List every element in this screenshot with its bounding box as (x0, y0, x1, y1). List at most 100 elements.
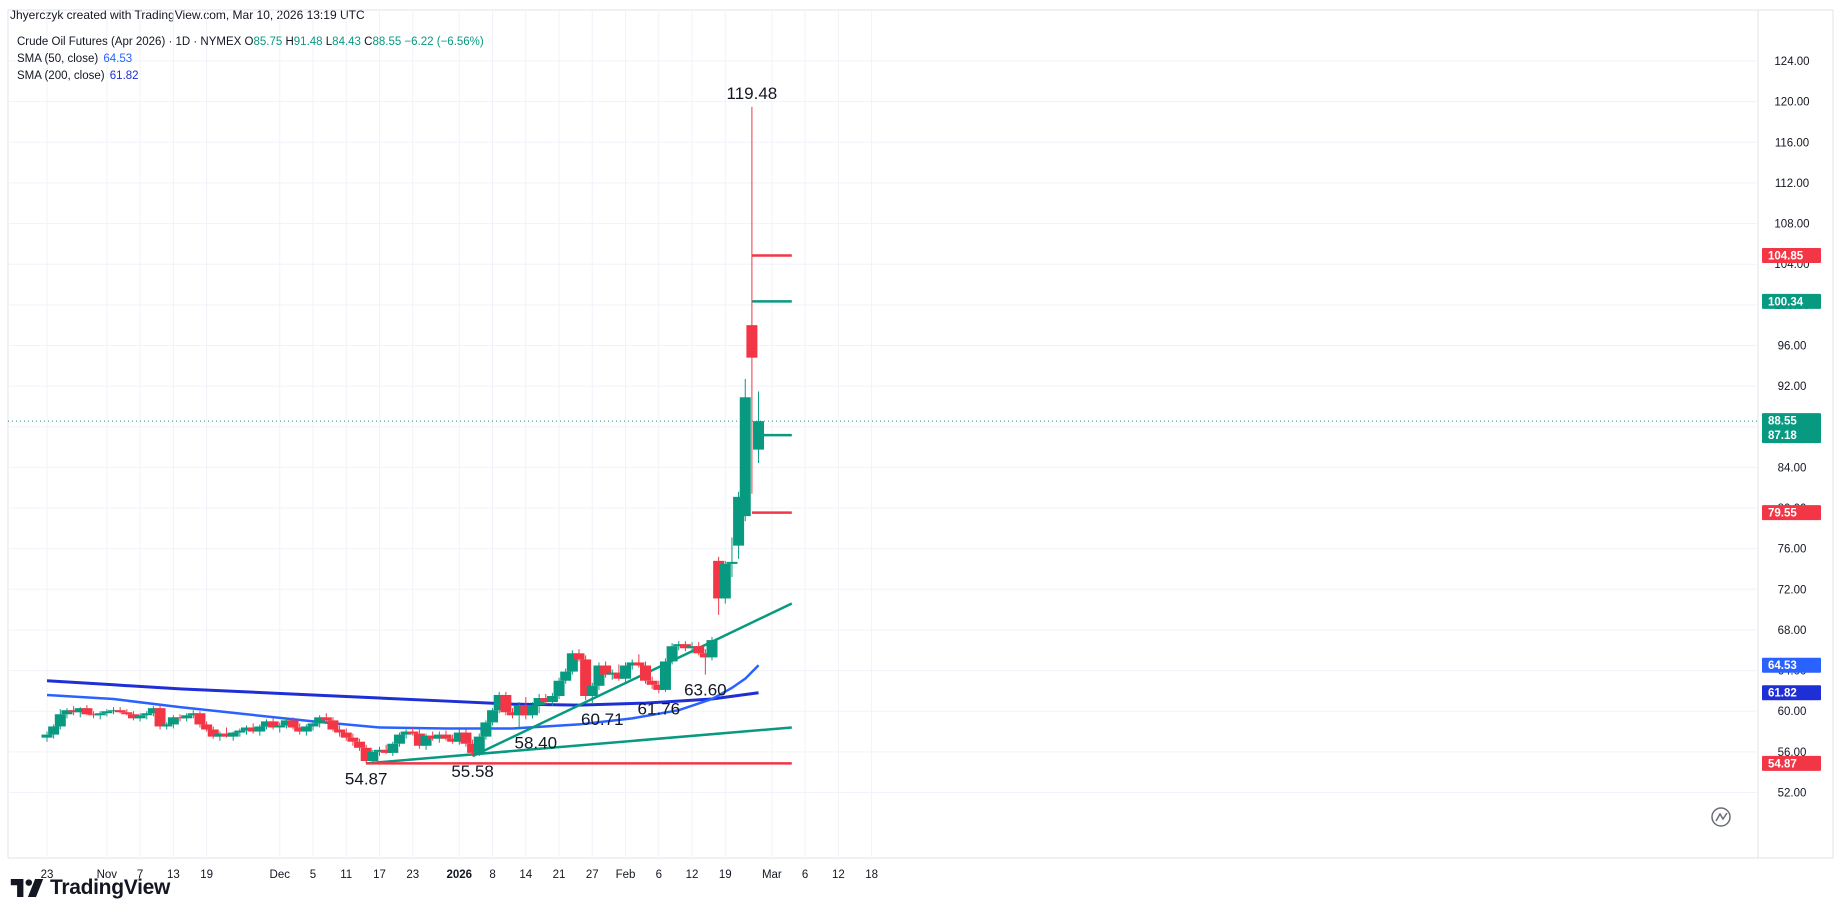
candle (167, 715, 179, 729)
candle-body (267, 721, 279, 728)
x-tick-label: 23 (41, 869, 54, 881)
candle (294, 723, 306, 735)
candle-body (679, 644, 691, 649)
candle (320, 713, 332, 723)
x-tick-label: 8 (489, 869, 495, 881)
high-value: 91.48 (293, 36, 323, 48)
candle (546, 692, 558, 707)
candle-body (573, 653, 585, 660)
candle (713, 556, 725, 615)
candle-body (161, 724, 173, 727)
watermark-glyph (1715, 812, 1728, 822)
price-label-box (1762, 293, 1821, 309)
candle (407, 727, 419, 736)
candle (201, 721, 213, 732)
tradingview-brand[interactable]: TradingView (10, 876, 170, 900)
candle (686, 642, 698, 654)
candle-body (613, 672, 625, 679)
candle (247, 723, 259, 734)
y-tick-label: 84.00 (1778, 462, 1807, 474)
price-label-box (1762, 427, 1821, 443)
candle-body (167, 717, 179, 725)
y-tick-label: 116.00 (1775, 137, 1809, 149)
candle-body (646, 680, 658, 685)
candle-body (207, 729, 219, 737)
candle-body (473, 736, 485, 753)
candle-body (367, 751, 379, 762)
candle (187, 710, 199, 719)
sma200-row[interactable]: SMA (200, close) 61.82 (17, 68, 484, 85)
sma50-row[interactable]: SMA (50, close) 64.53 (17, 51, 484, 68)
candle (500, 691, 512, 716)
candle (108, 707, 119, 715)
x-tick-label: 18 (865, 869, 878, 881)
candle (427, 731, 439, 741)
candle-body (520, 705, 532, 716)
candle-body (753, 421, 765, 450)
candle (553, 677, 565, 700)
candle-body (214, 733, 226, 737)
high-label: H (285, 36, 294, 48)
candle (640, 661, 651, 684)
price-annotation: 55.58 (451, 762, 494, 781)
candle (540, 693, 552, 706)
open-label: O (244, 36, 254, 48)
candle (254, 724, 266, 736)
candle-body (68, 710, 80, 713)
sma200-line (46, 679, 759, 707)
chart-legend: Crude Oil Futures (Apr 2026) · 1D · NYME… (17, 34, 484, 85)
candle (507, 708, 518, 719)
x-tick-label: 12 (832, 869, 845, 881)
candle (114, 707, 126, 714)
candle-body (94, 713, 106, 716)
drawn-lines (366, 254, 793, 765)
candle (746, 106, 758, 494)
x-tick-label: 17 (373, 869, 386, 881)
candle (440, 730, 452, 741)
candle-body (134, 715, 146, 719)
candle-body (686, 646, 698, 649)
x-tick-label: Mar (762, 869, 782, 881)
symbol-row: Crude Oil Futures (Apr 2026) · 1D · NYME… (17, 34, 484, 51)
candle-body (593, 665, 605, 686)
candle (753, 391, 765, 464)
candle-body (74, 708, 86, 713)
candle (81, 705, 93, 716)
candle-body (407, 731, 419, 734)
candle (154, 705, 166, 730)
candle (287, 717, 299, 730)
candle (68, 706, 80, 716)
candle-body (640, 665, 651, 681)
low-label: L (325, 36, 333, 48)
candle (221, 727, 233, 738)
candle (513, 702, 525, 728)
price-annotation: 119.48 (727, 84, 778, 103)
candle-body (566, 653, 578, 672)
candle-body (540, 698, 552, 703)
candle (227, 731, 239, 741)
x-tick-label: 12 (686, 869, 699, 881)
candle (420, 733, 432, 750)
candle-body (227, 732, 239, 737)
candle-body (287, 720, 299, 728)
candle-body (241, 727, 252, 731)
x-tick-label: 13 (167, 869, 180, 881)
candle-body (507, 712, 518, 716)
x-tick-label: Feb (616, 869, 636, 881)
price-annotation: 63.60 (684, 681, 727, 700)
y-tick-label: 60.00 (1778, 706, 1807, 718)
candle (387, 741, 399, 756)
y-tick-label: 68.00 (1778, 625, 1807, 637)
candle (94, 711, 106, 720)
candle-body (693, 646, 705, 654)
candle (620, 662, 632, 682)
price-label-text: 87.18 (1768, 430, 1797, 442)
candle-body (533, 698, 545, 706)
symbol-name[interactable]: Crude Oil Futures (Apr 2026) · 1D · NYME… (17, 36, 242, 48)
trend-2-line (472, 602, 793, 758)
candle-body (141, 713, 153, 716)
price-label-text: 79.55 (1768, 508, 1797, 520)
price-label-box (1762, 657, 1821, 673)
change-value: −6.22 (−6.56%) (404, 36, 484, 48)
